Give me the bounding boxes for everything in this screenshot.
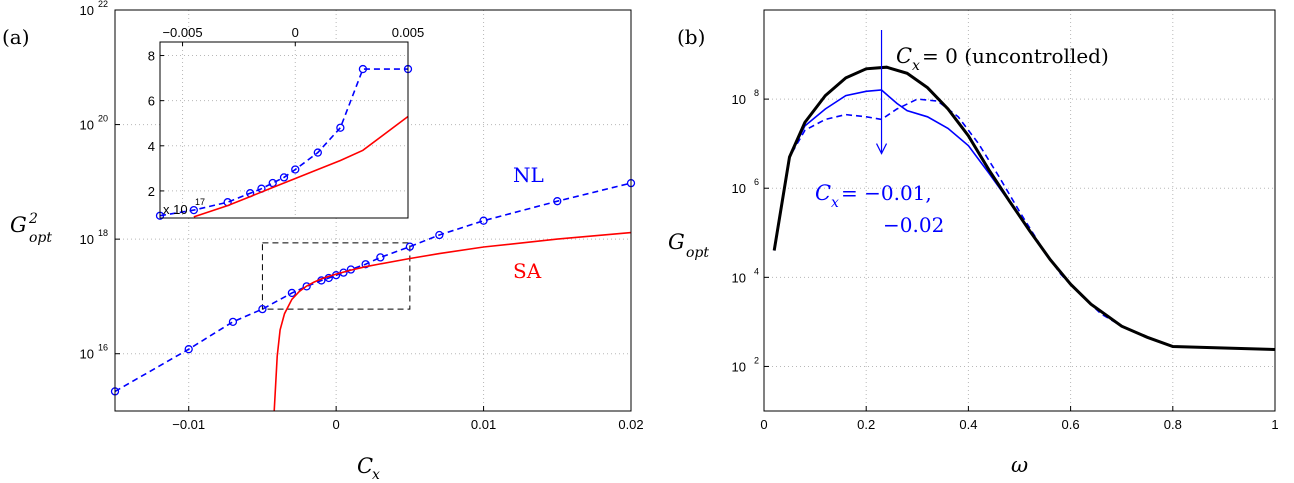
- series-point-0-5: [302, 282, 311, 291]
- svg-text:x: x: [831, 195, 839, 211]
- svg-text:−0.02: −0.02: [883, 213, 944, 237]
- panel-a-xlabel: C x: [357, 454, 380, 483]
- inset-x-tick-label: 0: [292, 25, 299, 40]
- y-tick-label: 10: [732, 359, 746, 374]
- y-tick-exponent: 22: [98, 0, 108, 9]
- inset-y-tick-label: 8: [148, 49, 155, 64]
- series-point-inset-0-6: [279, 173, 289, 182]
- series-point-inset-0-8: [313, 148, 322, 157]
- panel-a: (a) G 2 opt C x −0.01 0 0.01 0.02 10 16 10 18 10…: [2, 0, 644, 483]
- svg-text:C: C: [357, 454, 373, 478]
- inset-y-tick-label: 4: [148, 139, 155, 154]
- svg-text:2: 2: [28, 211, 38, 227]
- series-point-inset-0-1: [189, 205, 198, 215]
- x-tick-label: 0: [760, 417, 767, 432]
- series-point-inset-0-7: [291, 165, 300, 174]
- x-tick-label: 0.4: [959, 417, 977, 432]
- series-line-1: [273, 231, 632, 412]
- y-tick-exponent: 8: [754, 88, 759, 98]
- svg-text:G: G: [10, 213, 27, 237]
- y-tick-label: 10: [80, 118, 94, 133]
- series-point-0-1: [184, 345, 193, 354]
- x-tick-label: 0.6: [1062, 417, 1080, 432]
- panel-a-ylabel: G 2 opt: [10, 211, 52, 246]
- series-point-0-4: [287, 288, 297, 298]
- x-tick-label: 0.2: [857, 417, 875, 432]
- y-tick-label: 10: [732, 181, 746, 196]
- series-point-0-12: [376, 253, 385, 262]
- series-line-inset-1: [193, 115, 409, 218]
- svg-text:opt: opt: [686, 245, 709, 261]
- inset-x-tick-label: −0.005: [162, 25, 202, 40]
- controlled-annotation: C x = −0.01, −0.02: [815, 181, 944, 237]
- series-point-inset-0-5: [268, 178, 277, 188]
- y-tick-exponent: 2: [754, 355, 759, 365]
- arrow-head: [875, 143, 888, 155]
- panel-b: (b) G opt ω 0 0.2 0.4 0.6 0.8 1 10 2 10 4 10 6 10 8 C…: [668, 9, 1279, 477]
- zoom-box: [261, 242, 411, 310]
- panel-a-label: (a): [2, 25, 30, 49]
- y-tick-label: 10: [80, 3, 94, 18]
- series-point-0-16: [553, 197, 562, 206]
- svg-text:x: x: [912, 58, 920, 74]
- y-tick-label: 10: [732, 270, 746, 285]
- series-point-0-13: [405, 242, 415, 251]
- x-tick-label: 0: [333, 417, 340, 432]
- inset-background: [160, 42, 408, 218]
- svg-text:= 0 (uncontrolled): = 0 (uncontrolled): [922, 44, 1109, 68]
- series-point-0-14: [435, 230, 444, 240]
- y-tick-exponent: 6: [754, 177, 759, 187]
- y-tick-exponent: 20: [98, 114, 108, 124]
- inset-x-tick-label: 0.005: [392, 25, 425, 40]
- nl-label: NL: [513, 163, 544, 187]
- series-point-inset-0-9: [336, 123, 345, 132]
- svg-text:17: 17: [195, 197, 205, 207]
- panel-b-ticks: 0 0.2 0.4 0.6 0.8 1 10 2 10 4 10 6 10 8: [732, 88, 1279, 432]
- inset-multiplier: x 10 17: [163, 197, 205, 217]
- sa-label: SA: [513, 259, 542, 283]
- x-tick-label: 0.8: [1164, 417, 1182, 432]
- series-point-0-11: [361, 260, 370, 269]
- series-point-inset-0-10: [358, 64, 368, 74]
- series-point-0-3: [258, 304, 267, 314]
- y-tick-exponent: 4: [754, 266, 759, 276]
- series-line-inset-0: [159, 68, 408, 217]
- x-tick-label: 1: [1271, 417, 1278, 432]
- svg-text:x 10: x 10: [163, 202, 188, 217]
- panel-b-ylabel: G opt: [668, 230, 709, 261]
- inset-ticks: −0.005 0 0.005 2 4 6 8: [148, 25, 425, 199]
- svg-text:opt: opt: [29, 230, 52, 246]
- panel-b-label: (b): [677, 25, 705, 49]
- x-tick-label: 0.02: [618, 417, 643, 432]
- inset-series: [155, 64, 413, 220]
- svg-text:= −0.01,: = −0.01,: [841, 181, 932, 205]
- inset-frame: [159, 41, 409, 219]
- panel-b-xlabel: ω: [1011, 453, 1028, 477]
- series-line-2: [772, 65, 1276, 351]
- panel-b-series: [772, 65, 1276, 351]
- y-tick-exponent: 18: [98, 228, 108, 238]
- svg-text:G: G: [668, 230, 685, 254]
- y-tick-label: 10: [732, 92, 746, 107]
- inset-y-tick-label: 2: [148, 184, 155, 199]
- panel-a-series: [110, 178, 636, 412]
- inset: −0.005 0 0.005 2 4 6 8 x 10 17: [148, 25, 425, 220]
- svg-text:ω: ω: [1011, 453, 1028, 477]
- inset-y-tick-label: 6: [148, 94, 155, 109]
- panel-b-frame: [763, 9, 1276, 412]
- svg-text:C: C: [896, 44, 912, 68]
- svg-text:C: C: [815, 181, 831, 205]
- panel-a-frame: [114, 9, 632, 412]
- series-point-0-2: [228, 317, 238, 326]
- x-tick-label: −0.01: [172, 417, 205, 432]
- y-tick-label: 10: [80, 347, 94, 362]
- svg-text:x: x: [372, 467, 380, 483]
- series-point-0-15: [479, 216, 488, 225]
- y-tick-exponent: 16: [98, 343, 108, 353]
- x-tick-label: 0.01: [471, 417, 496, 432]
- uncontrolled-annotation: C x = 0 (uncontrolled): [896, 44, 1109, 74]
- y-tick-label: 10: [80, 232, 94, 247]
